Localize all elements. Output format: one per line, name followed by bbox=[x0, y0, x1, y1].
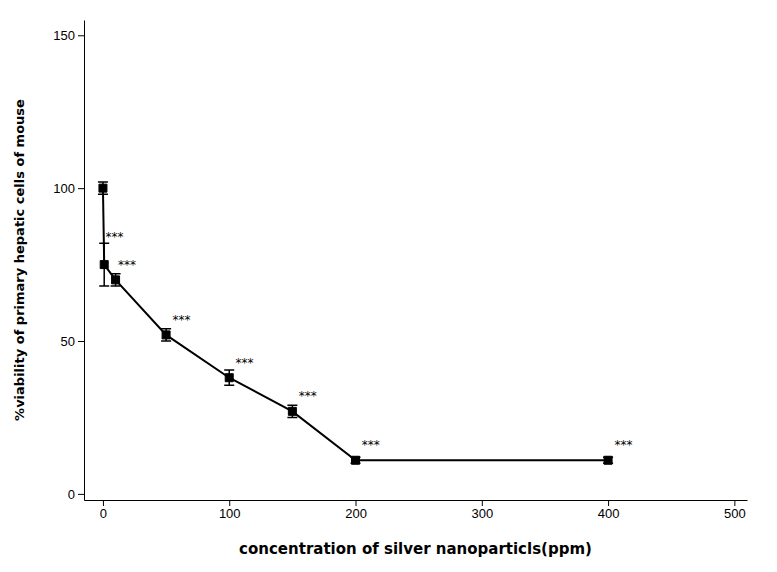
x-tick-mark bbox=[103, 500, 104, 506]
x-tick-mark bbox=[356, 500, 357, 506]
annotation: *** bbox=[118, 258, 136, 272]
x-tick: 400 bbox=[598, 500, 620, 521]
point bbox=[352, 456, 360, 464]
y-tick: 100 bbox=[53, 181, 84, 196]
x-tick: 0 bbox=[100, 500, 107, 521]
error-bar bbox=[111, 274, 121, 286]
y-tick-mark bbox=[78, 35, 84, 36]
y-tick-label: 50 bbox=[61, 334, 75, 349]
y-axis-title: %viability of primary hepatic cells of m… bbox=[12, 99, 27, 421]
annotation: *** bbox=[614, 438, 632, 452]
error-bar bbox=[351, 457, 361, 463]
error-bar bbox=[603, 457, 613, 463]
x-axis: 0 100 200 300 400 500 bbox=[85, 500, 748, 521]
point bbox=[288, 407, 296, 415]
point bbox=[112, 276, 120, 284]
x-tick: 300 bbox=[471, 500, 493, 521]
x-tick-label: 400 bbox=[598, 506, 620, 521]
y-tick: 0 bbox=[68, 487, 84, 502]
x-tick-mark bbox=[482, 500, 483, 506]
error-bar bbox=[224, 370, 234, 385]
y-tick-label: 0 bbox=[68, 487, 75, 502]
point bbox=[99, 184, 107, 192]
chart: 0100200300400500050100150***************… bbox=[0, 0, 777, 572]
x-tick: 200 bbox=[345, 500, 367, 521]
x-tick-label: 100 bbox=[219, 506, 241, 521]
x-tick: 100 bbox=[219, 500, 241, 521]
y-axis: 0 50 100 150 bbox=[53, 21, 84, 502]
x-tick-mark bbox=[229, 500, 230, 506]
error-bar bbox=[161, 329, 171, 341]
x-tick-label: 200 bbox=[345, 506, 367, 521]
annotation: *** bbox=[362, 438, 380, 452]
annotation: *** bbox=[236, 356, 254, 370]
point bbox=[604, 456, 612, 464]
annotation: *** bbox=[299, 389, 317, 403]
error-bar bbox=[99, 243, 109, 286]
line bbox=[103, 188, 608, 460]
annotation: *** bbox=[105, 230, 123, 244]
x-tick-label: 300 bbox=[471, 506, 493, 521]
error-bar bbox=[98, 182, 108, 194]
y-tick: 50 bbox=[61, 334, 84, 349]
plot-area: 0100200300400500050100150***************… bbox=[53, 21, 747, 522]
y-axis-line bbox=[84, 21, 85, 501]
y-tick-mark bbox=[78, 494, 84, 495]
data-layer bbox=[98, 182, 613, 464]
x-tick-label: 0 bbox=[100, 506, 107, 521]
y-tick-mark bbox=[78, 188, 84, 189]
x-tick: 500 bbox=[724, 500, 746, 521]
y-tick: 150 bbox=[53, 28, 84, 43]
point bbox=[225, 374, 233, 382]
x-tick-mark bbox=[734, 500, 735, 506]
x-axis-title: concentration of silver nanoparticls(ppm… bbox=[239, 540, 592, 558]
y-tick-mark bbox=[78, 341, 84, 342]
y-tick-label: 150 bbox=[53, 28, 75, 43]
x-tick-label: 500 bbox=[724, 506, 746, 521]
annotations: *** *** *** *** *** *** *** bbox=[105, 230, 632, 452]
annotation: *** bbox=[172, 313, 190, 327]
point bbox=[100, 261, 108, 269]
point bbox=[162, 331, 170, 339]
x-tick-mark bbox=[608, 500, 609, 506]
error-bar bbox=[287, 405, 297, 417]
x-axis-line bbox=[85, 500, 748, 501]
y-tick-label: 100 bbox=[53, 181, 75, 196]
